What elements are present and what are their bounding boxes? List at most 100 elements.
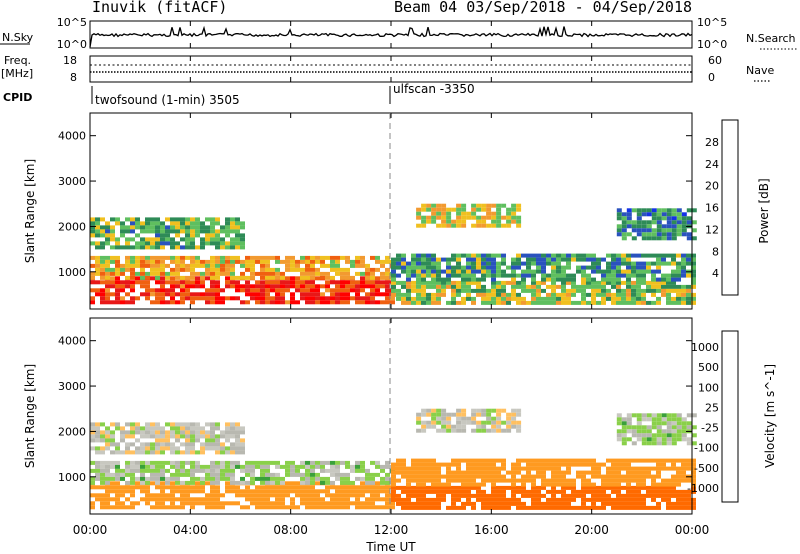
- heatmap-cell: [421, 466, 426, 471]
- heatmap-cell: [370, 480, 375, 485]
- heatmap-cell: [591, 470, 596, 475]
- heatmap-cell: [350, 296, 355, 301]
- heatmap-cell: [646, 300, 651, 305]
- heatmap-cell: [636, 413, 642, 418]
- heatmap-cell: [260, 505, 265, 510]
- heatmap-cell: [195, 221, 200, 226]
- heatmap-cell: [160, 241, 165, 246]
- heatmap-cell: [421, 261, 426, 266]
- heatmap-cell: [170, 237, 175, 242]
- heatmap-cell: [426, 497, 431, 502]
- heatmap-cell: [426, 261, 431, 266]
- heatmap-cell: [385, 259, 390, 264]
- heatmap-cell: [491, 288, 496, 293]
- heatmap-cell: [511, 420, 517, 425]
- heatmap-cell: [491, 478, 496, 483]
- heatmap-cell: [160, 438, 165, 443]
- heatmap-cell: [280, 280, 285, 285]
- heatmap-cell: [235, 225, 240, 230]
- heatmap-cell: [205, 267, 210, 272]
- heatmap-cell: [190, 442, 195, 447]
- heatmap-cell: [175, 438, 180, 443]
- heatmap-cell: [210, 275, 215, 280]
- heatmap-cell: [180, 300, 185, 305]
- heatmap-cell: [190, 284, 195, 289]
- heatmap-cell: [416, 296, 421, 301]
- heatmap-cell: [230, 464, 235, 469]
- heatmap-cell: [305, 489, 310, 494]
- heatmap-cell: [581, 501, 586, 506]
- heatmap-cell: [175, 450, 180, 455]
- heatmap-cell: [125, 497, 130, 502]
- heatmap-cell: [626, 417, 632, 422]
- heatmap-cell: [506, 485, 511, 490]
- heatmap-cell: [466, 257, 471, 262]
- velocity-colorbar-tick: -500: [694, 462, 719, 475]
- heatmap-cell: [636, 300, 641, 305]
- heatmap-cell: [586, 253, 591, 258]
- heatmap-cell: [270, 275, 275, 280]
- heatmap-cell: [135, 259, 140, 264]
- heatmap-cell: [225, 267, 230, 272]
- heatmap-cell: [110, 280, 115, 285]
- heatmap-cell: [170, 255, 175, 260]
- heatmap-cell: [526, 466, 531, 471]
- heatmap-cell: [586, 489, 591, 494]
- heatmap-cell: [621, 485, 626, 490]
- heatmap-cell: [90, 255, 95, 260]
- heatmap-cell: [661, 441, 667, 446]
- heatmap-cell: [100, 480, 105, 485]
- heatmap-cell: [220, 237, 225, 242]
- heatmap-cell: [401, 253, 406, 258]
- heatmap-cell: [426, 470, 431, 475]
- heatmap-cell: [551, 474, 556, 479]
- heatmap-cell: [225, 464, 230, 469]
- heatmap-cell: [471, 493, 476, 498]
- heatmap-cell: [586, 300, 591, 305]
- heatmap-cell: [626, 253, 631, 258]
- heatmap-cell: [486, 474, 491, 479]
- heatmap-cell: [516, 466, 521, 471]
- heatmap-cell: [686, 273, 691, 278]
- heatmap-cell: [521, 261, 526, 266]
- heatmap-cell: [521, 296, 526, 301]
- heatmap-cell: [641, 482, 646, 487]
- heatmap-cell: [155, 271, 160, 276]
- heatmap-cell: [591, 474, 596, 479]
- heatmap-cell: [486, 497, 491, 502]
- heatmap-cell: [210, 237, 215, 242]
- heatmap-cell: [446, 211, 452, 216]
- heatmap-cell: [135, 245, 140, 250]
- heatmap-cell: [646, 505, 651, 510]
- heatmap-cell: [441, 280, 446, 285]
- heatmap-cell: [275, 485, 280, 490]
- heatmap-cell: [451, 300, 456, 305]
- heatmap-cell: [666, 482, 671, 487]
- heatmap-cell: [451, 207, 457, 212]
- heatmap-cell: [255, 501, 260, 506]
- heatmap-cell: [656, 296, 661, 301]
- heatmap-cell: [145, 288, 150, 293]
- heatmap-cell: [140, 259, 145, 264]
- heatmap-cell: [611, 489, 616, 494]
- heatmap-cell: [355, 292, 360, 297]
- heatmap-cell: [451, 269, 456, 274]
- heatmap-cell: [240, 446, 245, 451]
- heatmap-cell: [300, 280, 305, 285]
- heatmap-cell: [466, 296, 471, 301]
- heatmap-cell: [651, 417, 657, 422]
- heatmap-cell: [130, 426, 135, 431]
- heatmap-cell: [125, 422, 130, 427]
- heatmap-cell: [250, 259, 255, 264]
- heatmap-cell: [220, 505, 225, 510]
- heatmap-cell: [225, 485, 230, 490]
- heatmap-cell: [140, 485, 145, 490]
- heatmap-cell: [661, 288, 666, 293]
- heatmap-cell: [546, 497, 551, 502]
- heatmap-cell: [255, 259, 260, 264]
- heatmap-cell: [566, 470, 571, 475]
- heatmap-cell: [260, 259, 265, 264]
- heatmap-cell: [155, 267, 160, 272]
- heatmap-cell: [636, 228, 642, 233]
- heatmap-cell: [431, 203, 437, 208]
